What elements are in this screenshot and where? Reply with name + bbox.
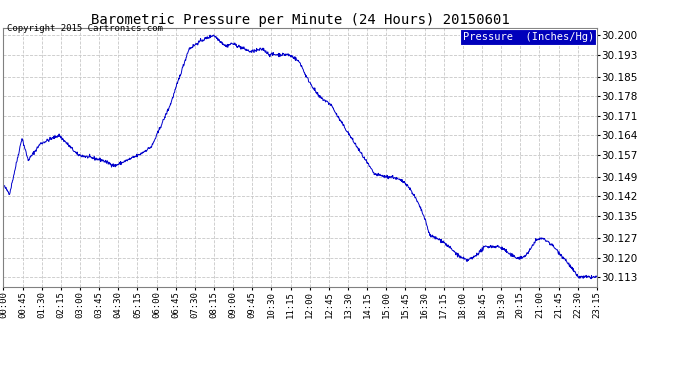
Text: Pressure  (Inches/Hg): Pressure (Inches/Hg) — [462, 32, 594, 42]
Title: Barometric Pressure per Minute (24 Hours) 20150601: Barometric Pressure per Minute (24 Hours… — [91, 13, 509, 27]
Text: Copyright 2015 Cartronics.com: Copyright 2015 Cartronics.com — [7, 24, 163, 33]
